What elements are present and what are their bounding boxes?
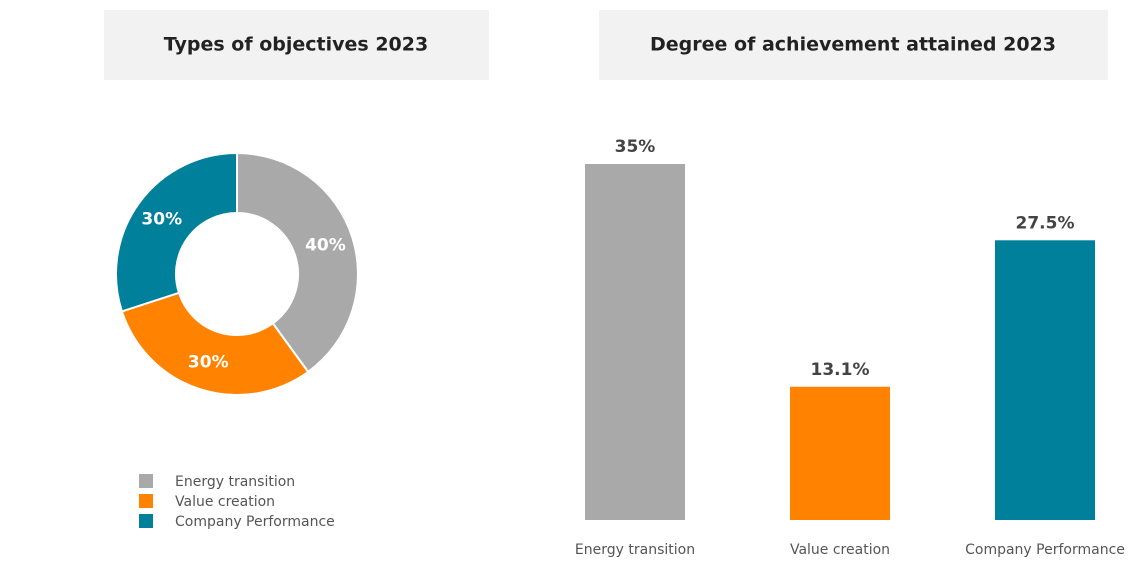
data-label: 27.5%	[1016, 213, 1075, 233]
data-label: 40%	[305, 235, 346, 255]
legend-label: Value creation	[175, 494, 275, 510]
data-label: 13.1%	[811, 360, 870, 380]
donut-slice	[236, 151, 359, 374]
header-box	[104, 10, 489, 80]
data-label: 35%	[615, 137, 656, 157]
legend-swatch	[139, 474, 153, 488]
bar	[790, 386, 890, 520]
donut-slice	[120, 291, 310, 396]
data-label: 30%	[188, 352, 229, 372]
legend-swatch	[139, 514, 153, 528]
chart-title: Types of objectives 2023	[164, 34, 428, 56]
legend-swatch	[139, 494, 153, 508]
header-box	[599, 10, 1108, 80]
legend-label: Company Performance	[175, 514, 335, 530]
legend-label: Energy transition	[175, 474, 295, 490]
chart-title: Degree of achievement attained 2023	[650, 34, 1056, 56]
x-tick-label: Energy transition	[575, 542, 695, 558]
x-tick-label: Value creation	[790, 542, 890, 558]
bar	[995, 240, 1095, 521]
data-label: 30%	[141, 209, 182, 229]
x-tick-label: Company Performance	[965, 542, 1125, 558]
bar	[585, 164, 685, 520]
donut-slice	[115, 151, 238, 313]
